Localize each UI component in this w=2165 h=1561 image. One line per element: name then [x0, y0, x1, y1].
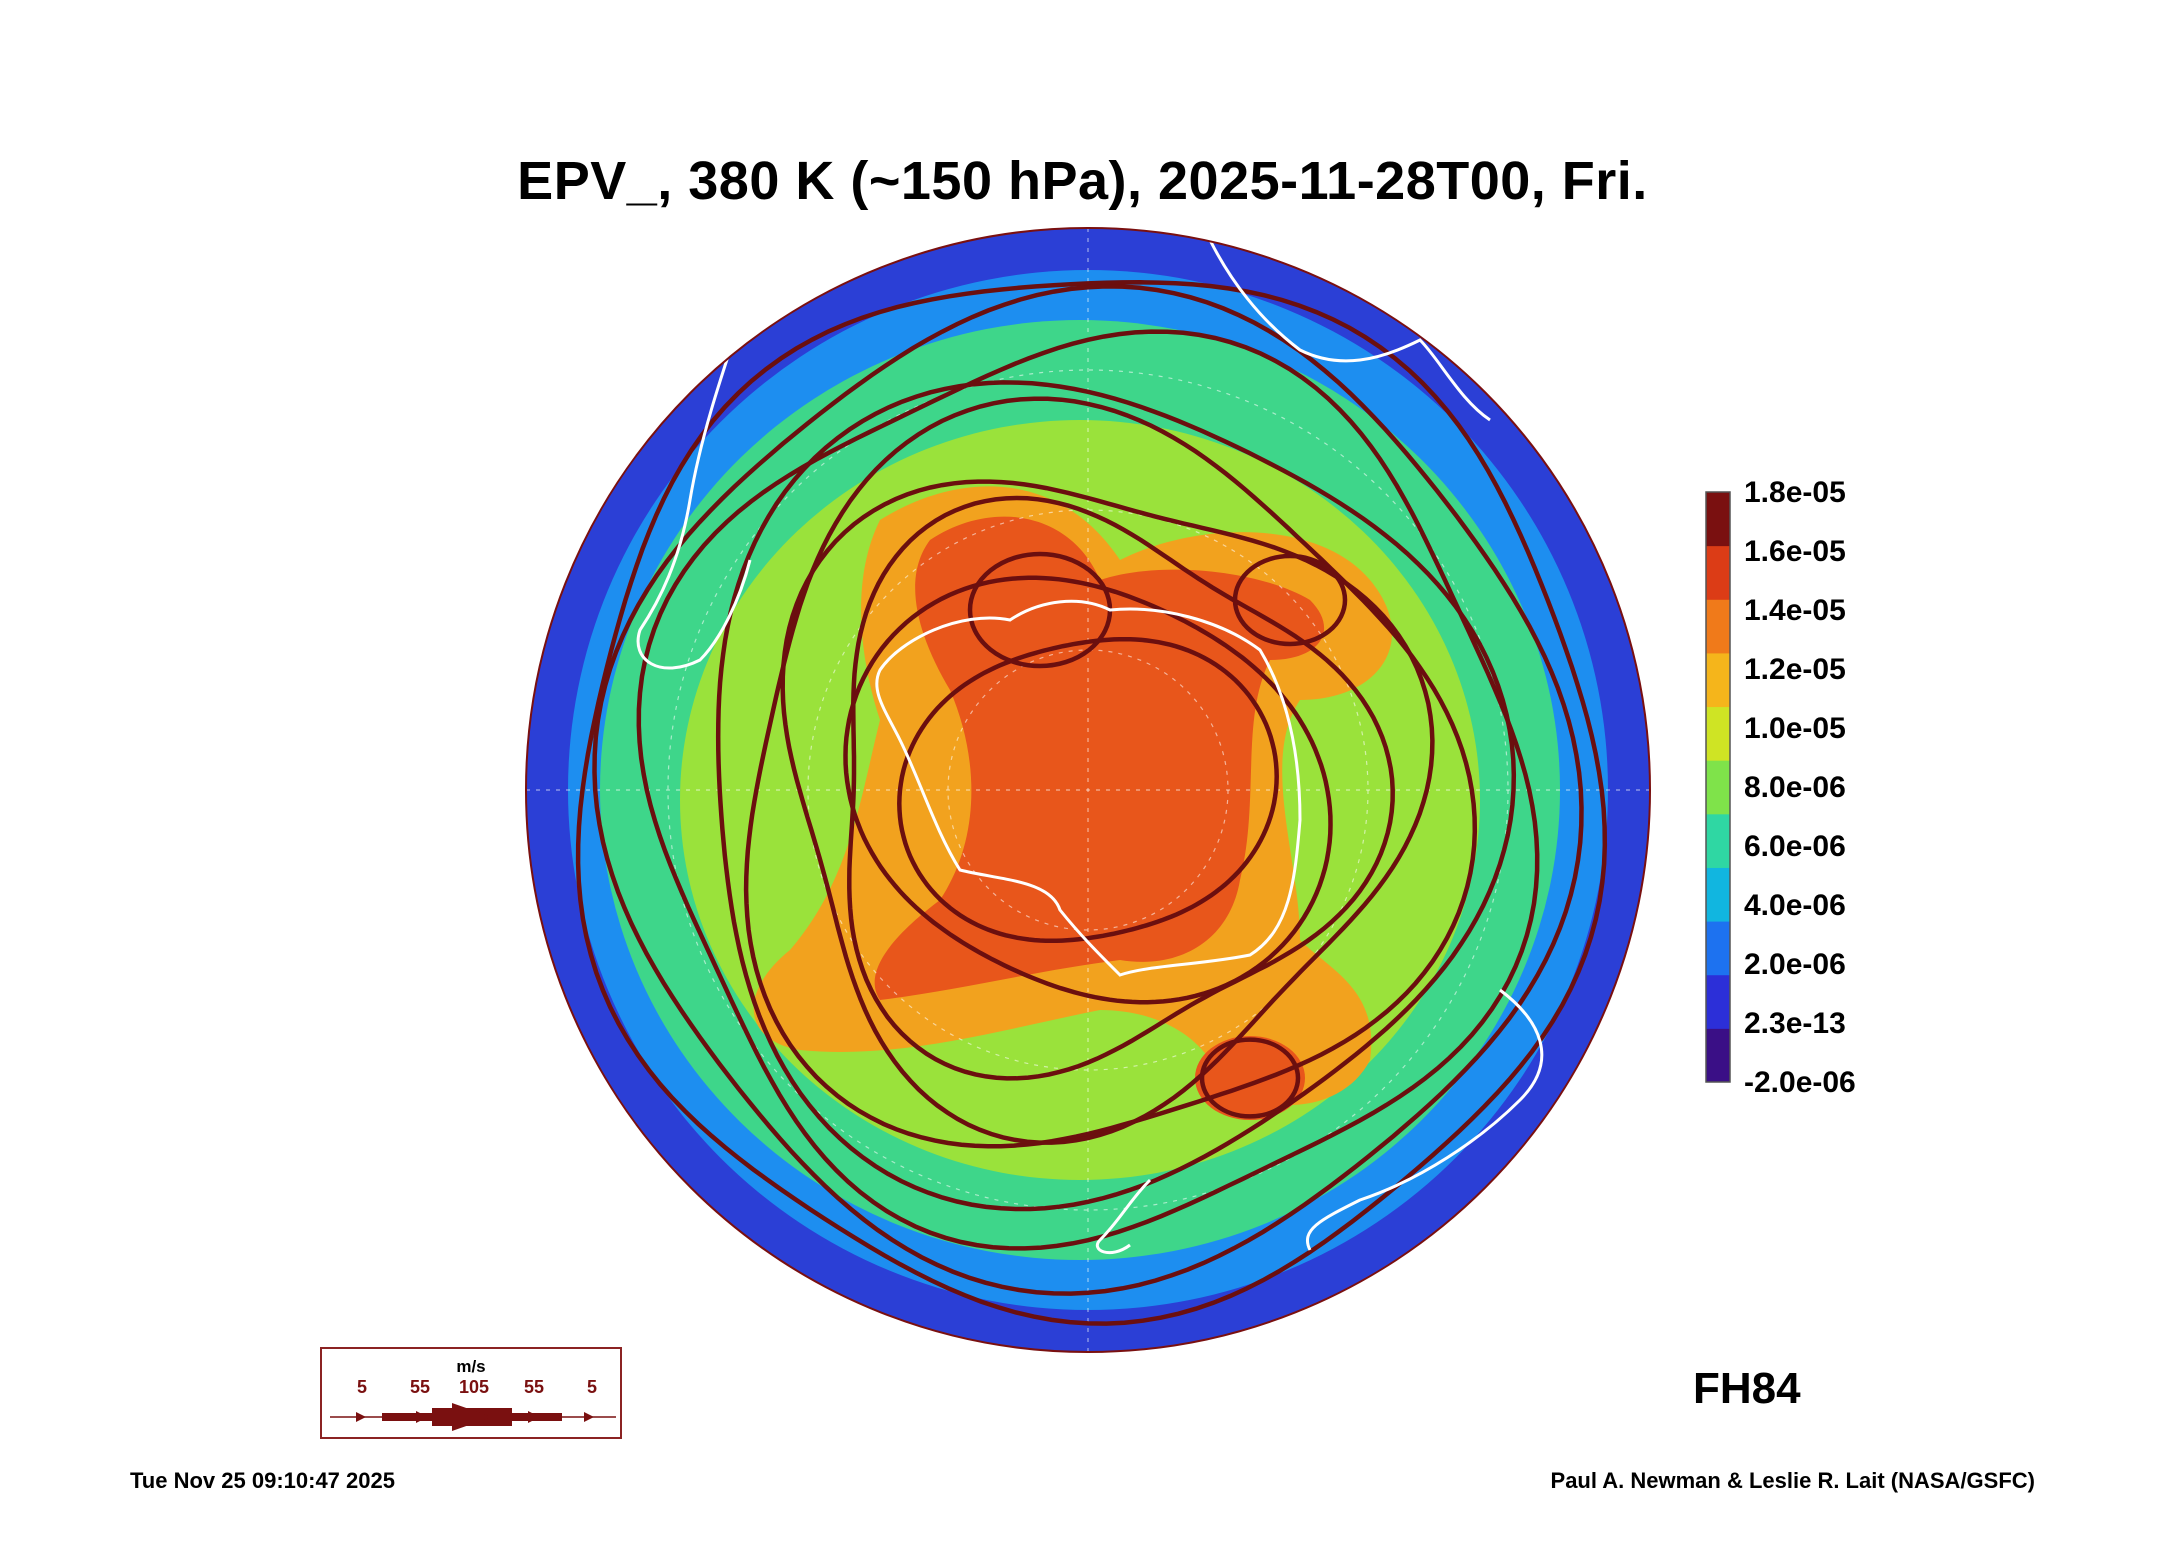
- streamline: [897, 636, 1279, 944]
- wind-tick-label: 55: [409, 1377, 431, 1397]
- wind-tick-label: 105: [458, 1377, 490, 1397]
- streamline: [592, 284, 1584, 1296]
- colorbar-tick-label: 2.3e-13: [1744, 1007, 1846, 1040]
- streamline: [636, 329, 1540, 1251]
- graticule: [526, 228, 1650, 1352]
- streamline: [743, 396, 1478, 1149]
- colorbar-segment: [1706, 545, 1730, 600]
- colorbar-tick-label: 6.0e-06: [1744, 830, 1846, 863]
- streamline: [715, 380, 1517, 1212]
- timestamp: Tue Nov 25 09:10:47 2025: [130, 1468, 395, 1493]
- colorbar-tick-label: 1.2e-05: [1744, 653, 1846, 686]
- coastline-africa: [1208, 239, 1491, 422]
- wind-streamlines: [575, 280, 1608, 1326]
- coastline-antarctica: [875, 599, 1302, 977]
- coastline-new-zealand: [1096, 1178, 1152, 1255]
- chart-title: EPV_, 380 K (~150 hPa), 2025-11-28T00, F…: [517, 151, 1648, 211]
- colorbar-segment: [1706, 599, 1730, 654]
- colorbar-tick-label: -2.0e-06: [1744, 1066, 1856, 1099]
- wind-speed-legend: m/s 5 55 105 55 5: [320, 1347, 622, 1439]
- credit-line: Paul A. Newman & Leslie R. Lait (NASA/GS…: [1550, 1468, 2035, 1493]
- colorbar-frame: [1705, 491, 1731, 1083]
- streamline: [780, 479, 1435, 1145]
- colorbar-tick-label: 2.0e-06: [1744, 948, 1846, 981]
- wind-tick-label: 55: [523, 1377, 545, 1397]
- wind-tick-label: 5: [356, 1377, 368, 1397]
- field-core-low: [1195, 1036, 1305, 1120]
- wind-tick-label: 5: [586, 1377, 598, 1397]
- colorbar-segment: [1706, 1028, 1730, 1083]
- streamline: [575, 280, 1608, 1326]
- eddy-streamline: [1199, 1037, 1301, 1119]
- wind-legend-graphic: [330, 1403, 616, 1431]
- eddy-streamline: [1232, 553, 1348, 647]
- colorbar-segment: [1706, 706, 1730, 761]
- colorbar-tick-label: 1.8e-05: [1744, 476, 1846, 509]
- colorbar-segment: [1706, 867, 1730, 922]
- streamline: [847, 495, 1395, 1081]
- colorbar-tick-label: 1.6e-05: [1744, 535, 1846, 568]
- colorbar-segment: [1706, 760, 1730, 815]
- coastlines: [636, 239, 1544, 1255]
- colorbar-tick-label: 4.0e-06: [1744, 889, 1846, 922]
- streamline: [843, 575, 1333, 1005]
- wind-unit-label: m/s: [456, 1357, 486, 1376]
- colorbar-segment: [1706, 974, 1730, 1029]
- colorbar-tick-label: 1.0e-05: [1744, 712, 1846, 745]
- colorbar-tick-label: 8.0e-06: [1744, 771, 1846, 804]
- forecast-hour-label: FH84: [1693, 1364, 1801, 1413]
- map-rim: [525, 227, 1651, 1353]
- colorbar-tick-label: 1.4e-05: [1744, 594, 1846, 627]
- colorbar: [1705, 491, 1731, 1083]
- colorbar-segment: [1706, 652, 1730, 708]
- colorbar-segment: [1706, 492, 1730, 547]
- coastline-south-america: [636, 319, 752, 670]
- colorbar-segment: [1706, 921, 1730, 976]
- colorbar-segment: [1706, 813, 1730, 868]
- coastline-australia: [1306, 988, 1544, 1251]
